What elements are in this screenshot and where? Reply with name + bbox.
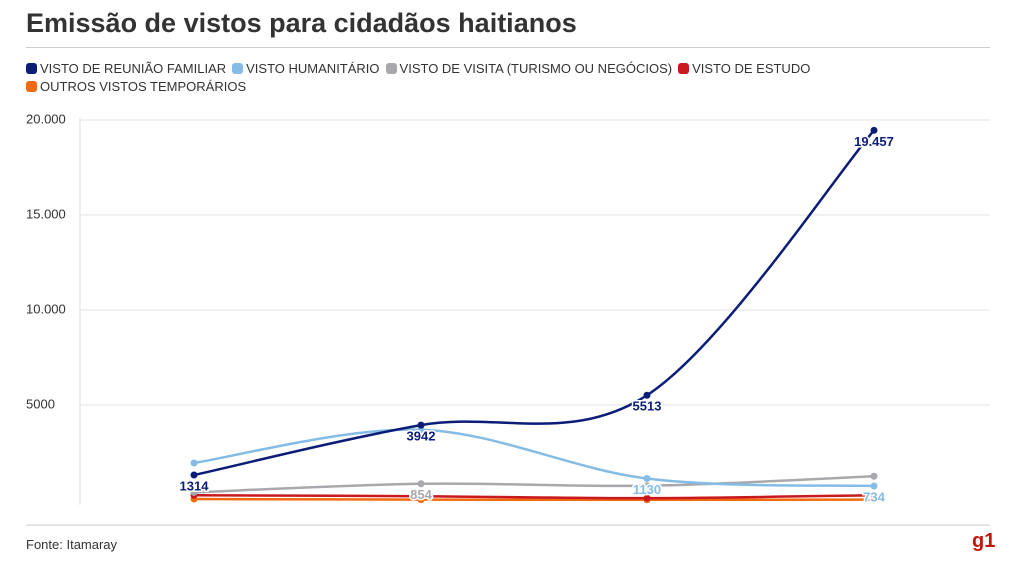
data-point	[190, 459, 198, 467]
chart-title: Emissão de vistos para cidadãos haitiano…	[26, 8, 577, 38]
y-tick-label: 5000	[26, 396, 55, 411]
series-line	[193, 497, 875, 502]
data-point	[417, 492, 425, 500]
legend-swatch	[678, 63, 690, 74]
y-tick-label: 20.000	[26, 111, 66, 126]
data-point	[870, 491, 878, 499]
legend-swatch	[26, 63, 37, 74]
data-label: 5513	[633, 399, 662, 414]
legend: VISTO DE REUNIÃO FAMILIAR VISTO HUMANITÁR…	[26, 61, 846, 94]
data-point	[870, 482, 878, 490]
legend-swatch	[232, 63, 244, 74]
legend-label: VISTO DE REUNIÃO FAMILIAR	[40, 61, 227, 76]
data-point	[870, 126, 878, 134]
data-label: 1130	[633, 482, 661, 497]
y-tick-label: 10.000	[26, 301, 66, 316]
series-line	[193, 129, 875, 477]
legend-swatch	[26, 81, 37, 92]
data-point	[643, 391, 651, 399]
series-line	[193, 428, 875, 488]
data-point	[190, 471, 198, 479]
legend-label: VISTO DE VISITA (TURISMO OU NEGÓCIOS)	[399, 61, 673, 76]
data-point	[190, 488, 198, 496]
title-rule	[26, 47, 990, 48]
y-tick-label: 15.000	[26, 206, 66, 221]
legend-item: OUTROS VISTOS TEMPORÁRIOS	[26, 79, 246, 94]
data-point	[417, 421, 425, 429]
data-point	[643, 475, 651, 483]
source: Fonte: Itamaray	[26, 537, 118, 552]
data-label: 19.457	[854, 134, 894, 149]
series-line	[193, 494, 875, 500]
series-line	[193, 475, 875, 494]
legend-swatch	[385, 63, 397, 74]
data-point	[643, 482, 651, 490]
legend-item: VISTO HUMANITÁRIO	[232, 61, 380, 76]
data-label: 3942	[407, 429, 436, 444]
data-point	[870, 472, 878, 480]
legend-label: VISTO DE ESTUDO	[692, 61, 811, 76]
data-label: 734	[863, 489, 885, 504]
legend-label: OUTROS VISTOS TEMPORÁRIOS	[40, 79, 247, 94]
brand-logo: g1	[972, 530, 996, 552]
legend-item: VISTO DE VISITA (TURISMO OU NEGÓCIOS)	[385, 61, 673, 76]
data-label: 854	[410, 487, 432, 502]
data-label: 1314	[180, 478, 210, 493]
legend-label: VISTO HUMANITÁRIO	[246, 61, 380, 76]
legend-item: VISTO DE REUNIÃO FAMILIAR	[26, 61, 226, 76]
data-point	[417, 480, 425, 488]
data-point	[643, 494, 651, 502]
legend-item: VISTO DE ESTUDO	[678, 61, 810, 76]
